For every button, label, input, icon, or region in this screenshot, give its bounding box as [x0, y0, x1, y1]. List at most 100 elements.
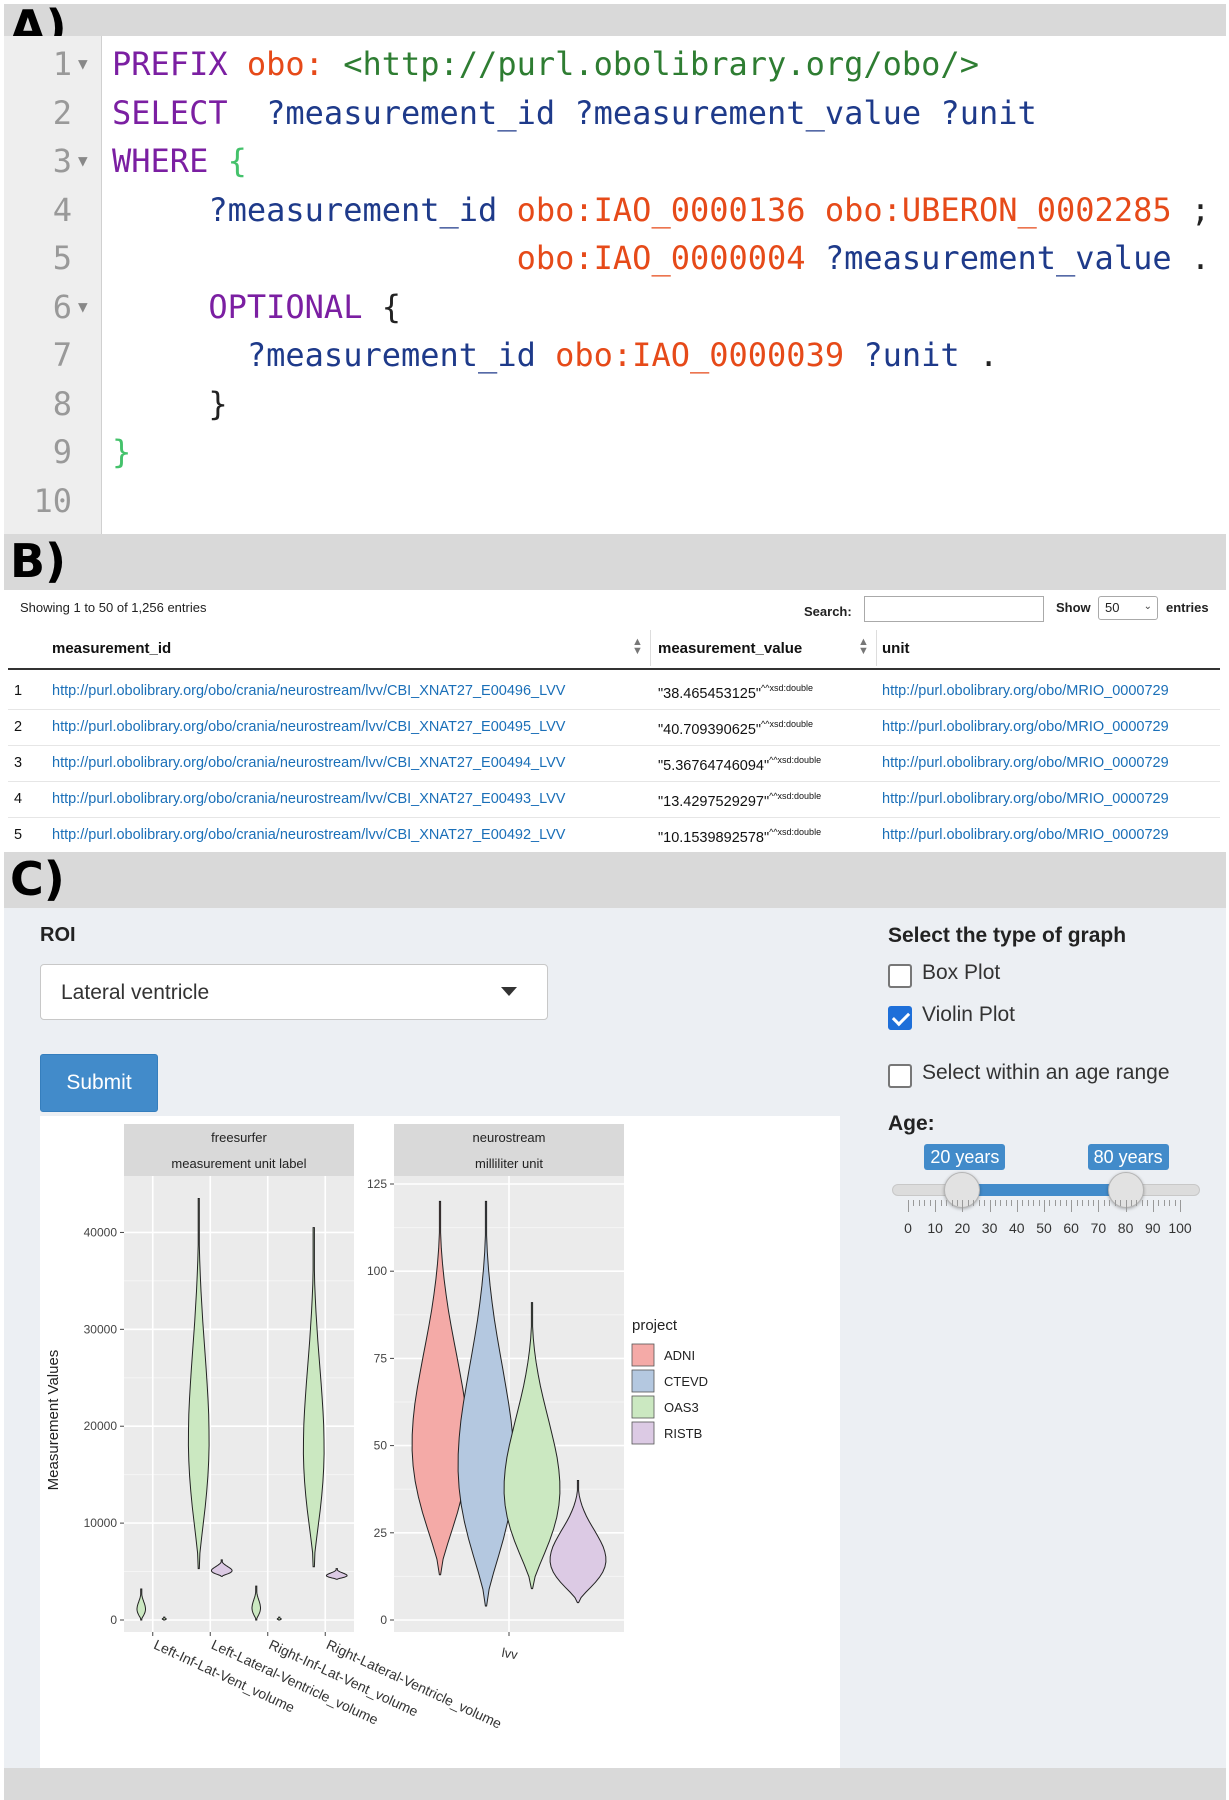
unit-link[interactable]: http://purl.obolibrary.org/obo/MRIO_0000…: [882, 791, 1169, 807]
code-line[interactable]: 8 }: [4, 380, 1226, 428]
submit-button[interactable]: Submit: [40, 1054, 158, 1112]
y-tick-label: 0: [380, 1613, 387, 1627]
code-text: SELECT ?measurement_id ?measurement_valu…: [112, 89, 1037, 137]
row-index: 2: [14, 719, 23, 735]
violin-shape: [411, 1200, 469, 1576]
table-row: 3 http://purl.obolibrary.org/obo/crania/n…: [8, 744, 1220, 782]
code-line[interactable]: 2 SELECT ?measurement_id ?measurement_val…: [4, 89, 1226, 137]
code-token: }: [112, 384, 228, 423]
age-min-tooltip: 20 years: [924, 1144, 1006, 1170]
table-row: 5 http://purl.obolibrary.org/obo/crania/n…: [8, 816, 1220, 854]
code-line[interactable]: 9}: [4, 428, 1226, 476]
code-token: {: [362, 287, 401, 326]
slider-tick: [1152, 1200, 1154, 1212]
slider-tick: [1136, 1200, 1138, 1206]
measurement-id-link[interactable]: http://purl.obolibrary.org/obo/crania/ne…: [52, 683, 566, 699]
code-token: ?unit: [863, 336, 960, 374]
code-token: .: [959, 336, 999, 374]
code-text: PREFIX obo: <http://purl.obolibrary.org/…: [112, 40, 979, 88]
violin-plot: Measurement Values freesurfer measurement …: [40, 1116, 840, 1768]
fold-arrow-icon[interactable]: ▼: [78, 54, 88, 73]
code-editor[interactable]: 1 ▼ PREFIX obo: <http://purl.obolibrary.or…: [4, 36, 1226, 534]
slider-tick: [1038, 1200, 1040, 1206]
code-line[interactable]: 4 ?measurement_id obo:IAO_0000136 obo:UB…: [4, 186, 1226, 234]
code-token: [806, 239, 825, 277]
line-number: 8: [52, 384, 72, 423]
code-token: ?measurement_value: [824, 239, 1172, 277]
fold-arrow-icon[interactable]: ▼: [78, 296, 88, 316]
measurement-value-cell: "13.4297529297"^^xsd:double: [658, 791, 822, 810]
legend-label: OAS3: [664, 1400, 699, 1415]
search-input[interactable]: [864, 596, 1044, 622]
line-number: 2: [52, 93, 72, 132]
code-line[interactable]: 10: [4, 477, 1226, 525]
violin-shape: [503, 1302, 561, 1590]
column-header-measurement-id[interactable]: measurement_id: [52, 640, 172, 657]
unit-link[interactable]: http://purl.obolibrary.org/obo/MRIO_0000…: [882, 683, 1169, 699]
slider-tick: [1109, 1200, 1111, 1206]
legend-swatch: [631, 1369, 655, 1393]
legend-title: project: [632, 1317, 678, 1334]
violin-shape: [457, 1200, 515, 1607]
code-line[interactable]: 1 ▼ PREFIX obo: <http://purl.obolibrary.or…: [4, 40, 1226, 88]
y-tick-label: 100: [367, 1264, 387, 1278]
code-line[interactable]: 3 ▼ WHERE {: [4, 137, 1226, 185]
code-line[interactable]: 5 obo:IAO_0000004 ?measurement_value .: [4, 234, 1226, 282]
table-row: 1 http://purl.obolibrary.org/obo/crania/n…: [8, 672, 1220, 710]
slider-tick: [995, 1200, 997, 1206]
line-number-gutter: [4, 36, 102, 534]
column-header-measurement-value[interactable]: measurement_value: [658, 640, 803, 657]
code-text: obo:IAO_0000004 ?measurement_value .: [112, 234, 1211, 282]
violin-shape: [251, 1585, 261, 1621]
slider-tick: [908, 1200, 909, 1212]
page-length-value: 50: [1105, 600, 1120, 615]
box-plot-label[interactable]: Box Plot: [922, 961, 1001, 984]
code-token: WHERE: [112, 142, 209, 180]
column-divider: [876, 630, 877, 666]
slider-scale-label: 0: [904, 1220, 912, 1236]
unit-link[interactable]: http://purl.obolibrary.org/obo/MRIO_0000…: [882, 755, 1169, 771]
panel-a-sparql-editor: A) 1 ▼ PREFIX obo: <http://purl.obolibrary…: [4, 4, 1226, 534]
row-index: 3: [14, 755, 23, 771]
code-token: [536, 336, 555, 374]
slider-tick: [962, 1200, 964, 1212]
line-number: 10: [33, 481, 72, 520]
code-token: [208, 142, 227, 180]
violin-plot-label[interactable]: Violin Plot: [922, 1003, 1016, 1026]
column-header-unit[interactable]: unit: [882, 640, 910, 657]
box-plot-checkbox[interactable]: [888, 964, 912, 988]
violin-shape: [136, 1588, 146, 1621]
age-range-checkbox[interactable]: [888, 1064, 912, 1088]
measurement-id-link[interactable]: http://purl.obolibrary.org/obo/crania/ne…: [52, 755, 566, 771]
slider-tick: [978, 1200, 980, 1206]
facet-strip-label: milliliter unit: [475, 1156, 543, 1171]
app-body: ROI Lateral ventricle Submit Select the …: [4, 908, 1226, 1768]
sort-icon[interactable]: ▲ ▼: [632, 636, 643, 657]
measurement-value-cell: "10.1539892578"^^xsd:double: [658, 827, 822, 846]
unit-link[interactable]: http://purl.obolibrary.org/obo/MRIO_0000…: [882, 827, 1169, 843]
age-range-label[interactable]: Select within an age range: [922, 1061, 1170, 1084]
page-length-select[interactable]: 50 ⌄: [1098, 596, 1158, 620]
violin-plot-checkbox[interactable]: [888, 1006, 912, 1030]
datatype-suffix: ^^xsd:double: [769, 755, 822, 765]
measurement-id-link[interactable]: http://purl.obolibrary.org/obo/crania/ne…: [52, 791, 566, 807]
measurement-id-link[interactable]: http://purl.obolibrary.org/obo/crania/ne…: [52, 827, 566, 843]
slider-tick: [1060, 1200, 1062, 1206]
fold-arrow-icon[interactable]: ▼: [78, 151, 88, 170]
violin-shape: [187, 1198, 210, 1570]
sort-icon[interactable]: ▲ ▼: [858, 636, 869, 657]
age-range-slider[interactable]: 20 years 80 years 0 10 20 30 40 50 60 70 80 90 100: [888, 1144, 1204, 1254]
slider-tick: [989, 1200, 991, 1212]
unit-link[interactable]: http://purl.obolibrary.org/obo/MRIO_0000…: [882, 719, 1169, 735]
measurement-id-link[interactable]: http://purl.obolibrary.org/obo/crania/ne…: [52, 719, 566, 735]
datatype-suffix: ^^xsd:double: [761, 719, 814, 729]
slider-tick: [1005, 1200, 1007, 1206]
code-token: [844, 336, 863, 374]
panel-c-shiny-app: C) ROI Lateral ventricle Submit Select t…: [4, 852, 1226, 1800]
facet-strip-label: freesurfer: [211, 1130, 267, 1145]
code-token: ?measurement_id: [112, 190, 498, 229]
roi-select[interactable]: Lateral ventricle: [40, 964, 548, 1020]
code-line[interactable]: 6 ▼ OPTIONAL {: [4, 283, 1226, 331]
code-line[interactable]: 7 ?measurement_id obo:IAO_0000039 ?unit …: [4, 331, 1226, 379]
